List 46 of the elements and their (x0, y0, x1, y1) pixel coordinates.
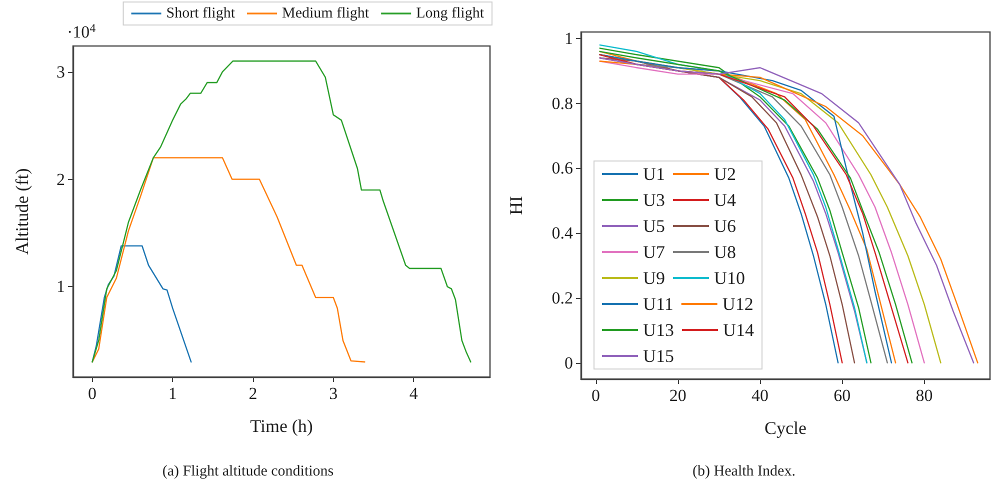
y-tick-label: 3 (56, 62, 65, 82)
x-tick-label: 20 (669, 386, 686, 405)
y-tick-label: 0 (564, 353, 573, 372)
x-axis-title: Time (h) (250, 416, 313, 436)
y-tick-label: 2 (56, 170, 65, 189)
legend-label: U12 (722, 294, 754, 314)
x-tick-label: 2 (248, 384, 258, 403)
line-series (92, 60, 472, 363)
y-tick-label: 1 (56, 277, 65, 296)
legend-label: Short flight (166, 6, 236, 22)
legend-label: U11 (643, 294, 674, 314)
legend-label: U1 (643, 164, 665, 184)
x-axis-title: Cycle (764, 418, 806, 438)
legend-label: Medium flight (282, 6, 370, 22)
x-tick-label: 4 (409, 384, 418, 403)
x-tick-label: 40 (752, 386, 769, 405)
legend-label: U7 (643, 242, 665, 262)
x-tick-label: 80 (916, 386, 933, 405)
x-tick-label: 3 (329, 384, 338, 403)
y-tick-label: 1 (564, 28, 573, 48)
y-tick-label: 0.8 (552, 94, 573, 113)
text: (b) Health Index. (692, 464, 796, 480)
legend-label: U6 (714, 216, 736, 236)
legend-label: U13 (643, 320, 674, 340)
legend-label: U8 (714, 242, 736, 262)
y-axis-title: HI (506, 196, 526, 215)
legend-label: U14 (723, 320, 754, 340)
x-tick-label: 1 (168, 384, 177, 403)
line-series (92, 157, 366, 363)
legend-label: U4 (714, 190, 736, 210)
y-tick-label: 0.4 (552, 224, 574, 243)
legend-label: U3 (643, 190, 665, 210)
x-tick-label: 60 (834, 386, 851, 405)
legend-label: U2 (714, 164, 736, 184)
legend-label: U15 (643, 346, 674, 366)
legend-label: U10 (714, 268, 745, 288)
y-axis-title: Altitude (ft) (12, 168, 32, 255)
text: (a) Flight altitude conditions (162, 464, 334, 480)
legend-label: U5 (643, 216, 665, 236)
y-tick-label: 0.2 (552, 288, 573, 308)
legend-label: Long flight (416, 6, 485, 22)
x-tick-label: 0 (592, 386, 600, 405)
x-tick-label: 0 (88, 384, 97, 403)
legend-label: U9 (643, 268, 665, 288)
y-tick-label: 0.6 (552, 158, 573, 178)
line-series (92, 245, 192, 363)
